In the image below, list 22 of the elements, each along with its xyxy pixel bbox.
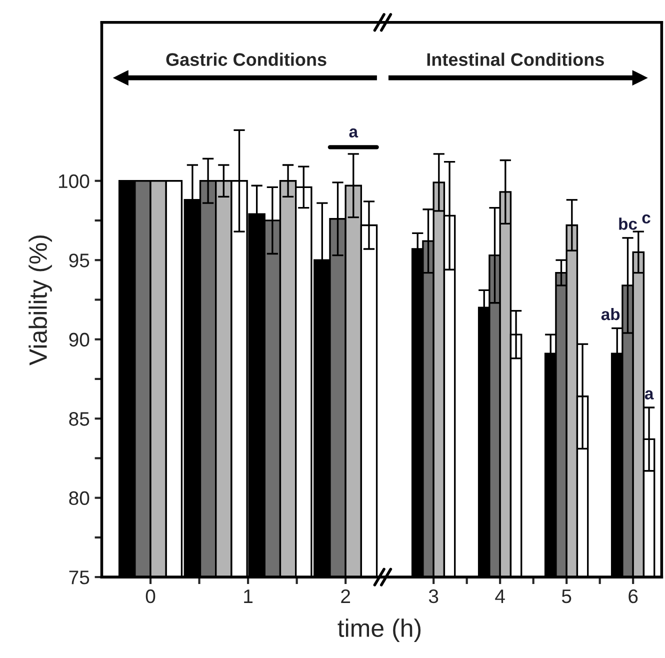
x-tick-label: 4: [495, 590, 505, 603]
x-axis-title: time (h): [338, 618, 421, 642]
y-tick-label: 80: [69, 491, 90, 506]
y-axis-title: Viability (%): [28, 236, 52, 366]
y-tick-label: 75: [69, 570, 90, 584]
y-tick-label: 90: [69, 332, 90, 347]
x-tick-label: 6: [628, 589, 638, 604]
annotation: a: [644, 390, 654, 400]
x-tick-label: 0: [146, 589, 156, 604]
x-tick-label: 3: [428, 589, 438, 604]
annotation: bc: [619, 218, 637, 230]
y-tick-label: 85: [69, 412, 90, 426]
annotation: Gastric Conditions: [166, 52, 326, 66]
x-tick-label: 2: [341, 589, 350, 603]
x-tick-label: 1: [244, 590, 253, 603]
annotation: ab: [601, 308, 620, 320]
x-tick-label: 5: [562, 590, 572, 604]
annotation: c: [642, 214, 650, 224]
y-tick-label: 100: [58, 174, 90, 188]
annotation: a: [349, 128, 358, 138]
annotation: Intestinal Conditions: [427, 52, 604, 66]
y-tick-label: 95: [69, 254, 90, 268]
